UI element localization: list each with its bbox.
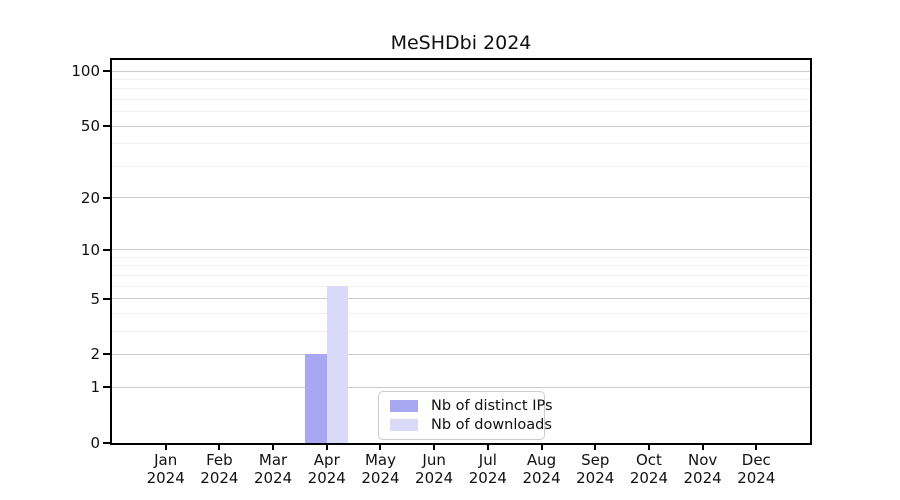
x-tick-year: 2024: [683, 469, 722, 487]
x-axis-tick: [325, 443, 328, 450]
legend-swatch: [390, 400, 418, 412]
x-tick-year: 2024: [522, 469, 561, 487]
x-axis-tick: [647, 443, 650, 450]
x-tick-month: Sep: [581, 451, 610, 469]
x-tick-label: Nov 2024: [661, 451, 745, 487]
gridline-minor: [112, 256, 810, 258]
x-tick-label: Aug 2024: [500, 451, 584, 487]
bar-nb-of-distinct-ips: [305, 354, 327, 443]
x-tick-label: Jan 2024: [124, 451, 208, 487]
gridline-minor: [112, 111, 810, 113]
x-tick-month: Apr: [313, 451, 340, 469]
axis-spine-left: [110, 58, 112, 445]
bar-nb-of-downloads: [326, 286, 349, 443]
x-axis-tick: [272, 443, 275, 450]
gridline-minor: [112, 285, 810, 287]
y-tick-label: 100: [71, 62, 100, 81]
y-tick-label: 5: [90, 289, 100, 308]
x-tick-label: Jun 2024: [392, 451, 476, 487]
x-axis-tick: [379, 443, 382, 450]
gridline-major: [112, 298, 810, 300]
y-axis-tick: [103, 248, 110, 251]
y-axis-tick: [103, 353, 110, 356]
x-axis-tick: [755, 443, 758, 450]
y-axis-tick: [103, 125, 110, 128]
y-axis-tick: [103, 386, 110, 389]
x-tick-year: 2024: [361, 469, 400, 487]
gridline-minor: [112, 274, 810, 276]
x-tick-label: May 2024: [338, 451, 422, 487]
x-tick-month: May: [364, 451, 396, 469]
x-tick-label: Feb 2024: [177, 451, 261, 487]
y-tick-label: 0: [90, 434, 100, 452]
axis-spine-right: [810, 58, 812, 445]
x-tick-month: Nov: [687, 451, 718, 469]
y-tick-label: 20: [80, 188, 100, 207]
gridline-minor: [112, 330, 810, 332]
x-tick-month: Feb: [206, 451, 233, 469]
legend-item: Nb of downloads: [390, 417, 552, 433]
x-tick-month: Mar: [258, 451, 288, 469]
x-axis-tick: [701, 443, 704, 450]
x-tick-year: 2024: [307, 469, 346, 487]
y-tick-label: 50: [80, 117, 100, 136]
x-tick-label: Mar 2024: [231, 451, 315, 487]
gridline-minor: [112, 99, 810, 101]
y-tick-label: 1: [90, 378, 100, 397]
gridline-minor: [112, 88, 810, 90]
x-tick-month: Jun: [422, 451, 446, 469]
x-tick-month: Jan: [154, 451, 178, 469]
gridline-major: [112, 249, 810, 251]
x-axis-tick: [218, 443, 221, 450]
gridline-major: [112, 197, 810, 199]
legend-swatch: [390, 419, 418, 431]
gridline-minor: [112, 312, 810, 314]
x-axis-tick: [486, 443, 489, 450]
gridline-minor: [112, 265, 810, 267]
x-tick-label: Oct 2024: [607, 451, 691, 487]
gridline-major: [112, 125, 810, 127]
x-tick-year: 2024: [253, 469, 293, 487]
x-axis-tick: [433, 443, 436, 450]
x-tick-year: 2024: [576, 469, 615, 487]
legend: Nb of distinct IPs Nb of downloads: [378, 391, 553, 440]
x-tick-month: Oct: [635, 451, 662, 469]
x-tick-month: Jul: [478, 451, 497, 469]
gridline-major: [112, 386, 810, 388]
chart-title: MeSHDbi 2024: [390, 32, 532, 54]
gridline-minor: [112, 79, 810, 81]
gridline-minor: [112, 143, 810, 145]
x-tick-year: 2024: [468, 469, 507, 487]
legend-label: Nb of distinct IPs: [431, 398, 553, 414]
legend-label: Nb of downloads: [431, 417, 552, 433]
x-tick-label: Sep 2024: [553, 451, 637, 487]
y-axis-tick: [103, 297, 110, 300]
gridline-minor: [112, 165, 810, 167]
plot-area: 0 1 2 5 10 20 50 100 Jan 2024 Feb 2024 Mar 2024 Apr 202…: [71, 58, 812, 487]
y-axis-tick: [103, 70, 110, 73]
x-tick-month: Dec: [741, 451, 771, 469]
x-tick-year: 2024: [146, 469, 185, 487]
x-tick-label: Dec 2024: [714, 451, 798, 487]
y-tick-label: 10: [80, 240, 100, 259]
axis-spine-bottom: [111, 443, 811, 445]
x-axis-tick: [164, 443, 167, 450]
x-axis-tick: [540, 443, 543, 450]
axis-spine-top: [111, 58, 811, 60]
x-tick-label: Apr 2024: [285, 451, 369, 487]
y-axis-tick: [103, 196, 110, 199]
x-tick-year: 2024: [629, 469, 669, 487]
x-tick-year: 2024: [200, 469, 239, 487]
x-tick-label: Jul 2024: [446, 451, 530, 487]
gridline-major: [112, 70, 810, 72]
y-axis-tick: [103, 442, 110, 444]
y-tick-label: 2: [90, 345, 100, 364]
x-tick-year: 2024: [737, 469, 776, 487]
legend-item: Nb of distinct IPs: [390, 398, 553, 414]
x-axis-tick: [594, 443, 597, 450]
gridline-major: [112, 353, 810, 355]
x-tick-year: 2024: [415, 469, 454, 487]
x-tick-month: Aug: [526, 451, 557, 469]
